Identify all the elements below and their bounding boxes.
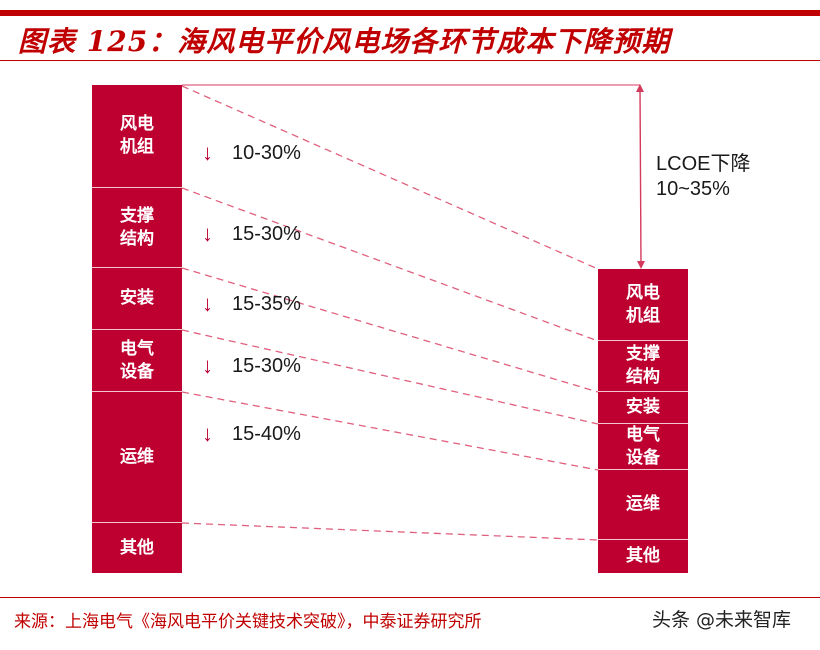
segment-label: 支撑结构	[120, 205, 154, 249]
arrow-down-head-icon	[637, 261, 645, 269]
reduction-om: ↓ 15-40%	[202, 421, 301, 447]
segment-label: 安装	[626, 397, 660, 417]
reduction-turbine: ↓ 10-30%	[202, 140, 301, 166]
source-note: 来源：上海电气《海风电平价关键技术突破》，中泰证券研究所	[14, 612, 482, 632]
right-segment-other: 其他	[598, 540, 688, 573]
segment-label: 风电机组	[120, 114, 154, 157]
segment-label: 运维	[120, 446, 154, 467]
arrow-up-head-icon	[636, 84, 644, 92]
title-rule	[0, 60, 820, 61]
right-segment-om: 运维	[598, 470, 688, 540]
segment-label: 电气设备	[120, 338, 154, 382]
bottom-rule	[0, 597, 820, 598]
dashed-connector	[181, 522, 599, 541]
reduction-value: 15-30%	[232, 222, 301, 245]
lcoe-value: 10~35%	[656, 178, 730, 200]
left-cost-column: 风电机组 支撑结构 安装 电气设备 运维 其他	[92, 0, 182, 650]
dashed-connector	[181, 187, 599, 342]
down-arrow-icon: ↓	[202, 421, 213, 446]
left-segment-electrical: 电气设备	[92, 330, 182, 392]
right-segment-install: 安装	[598, 392, 688, 424]
top-rule	[0, 10, 820, 16]
reduction-support: ↓ 15-30%	[202, 221, 301, 247]
right-segment-electrical: 电气设备	[598, 424, 688, 470]
left-segment-other: 其他	[92, 523, 182, 573]
reduction-value: 10-30%	[232, 141, 301, 164]
reduction-value: 15-30%	[232, 354, 301, 377]
down-arrow-icon: ↓	[202, 353, 213, 378]
down-arrow-icon: ↓	[202, 221, 213, 246]
lcoe-double-arrow	[639, 87, 642, 266]
right-segment-support: 支撑结构	[598, 341, 688, 392]
reduction-value: 15-40%	[232, 422, 301, 445]
left-segment-support: 支撑结构	[92, 188, 182, 268]
dashed-connector	[181, 391, 599, 471]
reduction-install: ↓ 15-35%	[202, 291, 301, 317]
left-segment-turbine: 风电机组	[92, 85, 182, 188]
segment-label: 电气设备	[626, 424, 660, 468]
segment-label: 风电机组	[626, 282, 660, 326]
segment-label: 安装	[120, 288, 154, 308]
reduction-electrical: ↓ 15-30%	[202, 353, 301, 379]
lcoe-annotation: LCOE下降 10~35%	[656, 152, 750, 202]
right-segment-turbine: 风电机组	[598, 269, 688, 341]
down-arrow-icon: ↓	[202, 291, 213, 316]
lcoe-label: LCOE下降	[656, 153, 751, 175]
segment-label: 支撑结构	[626, 344, 660, 387]
watermark: 头条 @未来智库	[652, 609, 792, 631]
segment-label: 运维	[626, 494, 660, 514]
dashed-connector	[181, 267, 599, 393]
reduction-value: 15-35%	[232, 292, 301, 315]
right-cost-column: 风电机组 支撑结构 安装 电气设备 运维 其他	[598, 0, 688, 650]
figure-title: 图表 125：海风电平价风电场各环节成本下降预期	[18, 25, 671, 58]
down-arrow-icon: ↓	[202, 140, 213, 165]
segment-label: 其他	[120, 537, 154, 558]
left-segment-om: 运维	[92, 392, 182, 523]
dashed-connector	[181, 85, 599, 270]
segment-label: 其他	[626, 546, 660, 566]
left-segment-install: 安装	[92, 268, 182, 330]
